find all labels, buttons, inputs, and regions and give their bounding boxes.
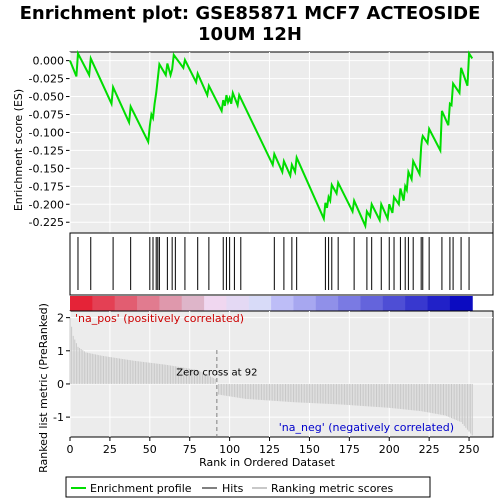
color-bar-segment bbox=[70, 296, 93, 311]
x-tick-label: 175 bbox=[339, 443, 360, 456]
ranking-x-ticks: 0 25 50 75 100 125 150 175 200 225 250 bbox=[67, 437, 480, 456]
color-bar-segment bbox=[338, 296, 362, 311]
color-bar-segment bbox=[382, 296, 406, 311]
ranking-y-tick-label: 1 bbox=[57, 345, 64, 358]
es-y-axis-label: Enrichment score (ES) bbox=[12, 89, 25, 211]
color-bar-segment bbox=[293, 296, 317, 311]
x-tick-label: 50 bbox=[143, 443, 157, 456]
x-tick-label: 250 bbox=[459, 443, 480, 456]
legend: Enrichment profile Hits Ranking metric s… bbox=[65, 476, 431, 498]
negative-correlated-label: 'na_neg' (negatively correlated) bbox=[279, 421, 454, 434]
ranking-y-tick-label: -1 bbox=[53, 411, 64, 424]
color-bar-segment bbox=[226, 296, 250, 311]
es-y-tick-label: -0.025 bbox=[29, 73, 64, 86]
ranking-y-ticks: 2 1 0 -1 bbox=[53, 312, 70, 424]
ranking-y-tick-label: 2 bbox=[57, 312, 64, 325]
color-bar-segment bbox=[204, 296, 227, 311]
color-bar-segment bbox=[271, 296, 294, 311]
ranking-gridlines bbox=[69, 311, 493, 437]
rank-color-bar bbox=[70, 296, 473, 311]
x-tick-label: 200 bbox=[379, 443, 400, 456]
x-axis-label: Rank in Ordered Dataset bbox=[199, 456, 336, 469]
chart-title-line1: Enrichment plot: GSE85871 MCF7 ACTEOSIDE bbox=[20, 3, 481, 24]
es-y-tick-label: 0.000 bbox=[33, 55, 65, 68]
ranking-y-axis-label: Ranked list metric (PreRanked) bbox=[37, 303, 50, 473]
color-bar-segment bbox=[427, 296, 451, 311]
es-panel: 0.000 -0.025 -0.050 -0.075 -0.100 -0.125 -0.15… bbox=[29, 49, 494, 234]
es-y-tick-label: -0.175 bbox=[29, 180, 64, 193]
ranking-metric-bars bbox=[69, 317, 473, 436]
legend-hits: Hits bbox=[222, 482, 244, 495]
hits-panel bbox=[69, 232, 494, 296]
x-tick-label: 125 bbox=[259, 443, 280, 456]
legend-box bbox=[65, 476, 431, 498]
color-bar-segment bbox=[248, 296, 272, 311]
es-y-tick-label: -0.125 bbox=[29, 144, 64, 157]
color-bar-segment bbox=[449, 296, 473, 311]
color-bar-segment bbox=[159, 296, 183, 311]
color-bar-segment bbox=[181, 296, 205, 311]
es-y-ticks: 0.000 -0.025 -0.050 -0.075 -0.100 -0.125 -0.15… bbox=[29, 55, 70, 229]
color-bar-segment bbox=[92, 296, 116, 311]
es-y-tick-label: -0.075 bbox=[29, 108, 64, 121]
x-tick-label: 75 bbox=[183, 443, 197, 456]
es-y-tick-label: -0.050 bbox=[29, 91, 64, 104]
x-tick-label: 0 bbox=[67, 443, 74, 456]
legend-enrichment-profile: Enrichment profile bbox=[90, 482, 192, 495]
enrichment-profile-line bbox=[69, 49, 474, 230]
color-bar-segment bbox=[137, 296, 160, 311]
es-x-gridlines bbox=[69, 52, 470, 233]
legend-ranking-metric-scores: Ranking metric scores bbox=[271, 482, 393, 495]
color-bar-segment bbox=[360, 296, 384, 311]
es-gridlines bbox=[70, 60, 493, 223]
color-bar-segment bbox=[114, 296, 138, 311]
color-bar-segment bbox=[315, 296, 339, 311]
positive-correlated-label: 'na_pos' (positively correlated) bbox=[75, 312, 244, 325]
zero-cross-label: Zero cross at 92 bbox=[176, 368, 257, 379]
es-y-tick-label: -0.150 bbox=[29, 162, 64, 175]
chart-title-line2: 10UM 12H bbox=[198, 24, 302, 45]
x-tick-label: 25 bbox=[103, 443, 117, 456]
ranking-y-tick-label: 0 bbox=[57, 378, 64, 391]
color-bar-segment bbox=[405, 296, 429, 311]
hit-lines bbox=[77, 237, 470, 290]
es-y-tick-label: -0.200 bbox=[29, 198, 64, 211]
es-y-tick-label: -0.100 bbox=[29, 126, 64, 139]
ranking-panel: Zero cross at 92 'na_pos' (positively co… bbox=[53, 310, 494, 456]
x-tick-label: 100 bbox=[219, 443, 240, 456]
x-tick-label: 150 bbox=[299, 443, 320, 456]
es-y-tick-label: -0.225 bbox=[29, 216, 64, 229]
x-tick-label: 225 bbox=[419, 443, 440, 456]
